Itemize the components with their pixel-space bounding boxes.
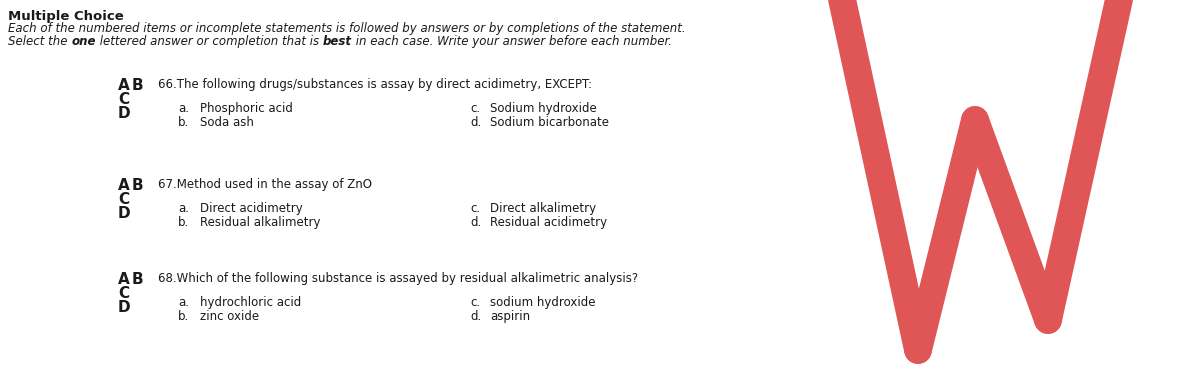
Text: a.: a. [178, 102, 190, 115]
Text: D: D [118, 300, 131, 315]
Text: Direct alkalimetry: Direct alkalimetry [490, 202, 596, 215]
Text: lettered answer or completion that is: lettered answer or completion that is [96, 35, 323, 48]
Text: 67.Method used in the assay of ZnO: 67.Method used in the assay of ZnO [158, 178, 372, 191]
Text: in each case. Write your answer before each number.: in each case. Write your answer before e… [352, 35, 672, 48]
Text: sodium hydroxide: sodium hydroxide [490, 296, 595, 309]
Text: c.: c. [470, 202, 480, 215]
Text: hydrochloric acid: hydrochloric acid [200, 296, 301, 309]
Text: Sodium hydroxide: Sodium hydroxide [490, 102, 596, 115]
Text: Phosphoric acid: Phosphoric acid [200, 102, 293, 115]
Text: aspirin: aspirin [490, 310, 530, 323]
Text: best: best [323, 35, 352, 48]
Text: B: B [132, 272, 144, 287]
Text: a.: a. [178, 296, 190, 309]
Text: Each of the numbered items or incomplete statements is followed by answers or by: Each of the numbered items or incomplete… [8, 22, 685, 35]
Text: c.: c. [470, 102, 480, 115]
Text: 68.Which of the following substance is assayed by residual alkalimetric analysis: 68.Which of the following substance is a… [158, 272, 638, 285]
Text: Direct acidimetry: Direct acidimetry [200, 202, 302, 215]
Text: A: A [118, 272, 130, 287]
Text: Multiple Choice: Multiple Choice [8, 10, 124, 23]
Text: b.: b. [178, 310, 190, 323]
Text: A: A [118, 178, 130, 193]
Text: d.: d. [470, 216, 481, 229]
Text: Soda ash: Soda ash [200, 116, 254, 129]
Text: 66.The following drugs/substances is assay by direct acidimetry, EXCEPT:: 66.The following drugs/substances is ass… [158, 78, 592, 91]
Text: C: C [118, 92, 130, 107]
Text: A: A [118, 78, 130, 93]
Text: B: B [132, 178, 144, 193]
Text: a.: a. [178, 202, 190, 215]
Text: Residual acidimetry: Residual acidimetry [490, 216, 607, 229]
Text: c.: c. [470, 296, 480, 309]
Text: d.: d. [470, 116, 481, 129]
Text: D: D [118, 106, 131, 121]
Text: C: C [118, 286, 130, 301]
Text: D: D [118, 206, 131, 221]
Text: C: C [118, 192, 130, 207]
Text: zinc oxide: zinc oxide [200, 310, 259, 323]
Text: b.: b. [178, 216, 190, 229]
Text: Select the: Select the [8, 35, 71, 48]
Text: b.: b. [178, 116, 190, 129]
Text: B: B [132, 78, 144, 93]
Text: Residual alkalimetry: Residual alkalimetry [200, 216, 320, 229]
Text: d.: d. [470, 310, 481, 323]
Text: Sodium bicarbonate: Sodium bicarbonate [490, 116, 610, 129]
Text: one: one [71, 35, 96, 48]
